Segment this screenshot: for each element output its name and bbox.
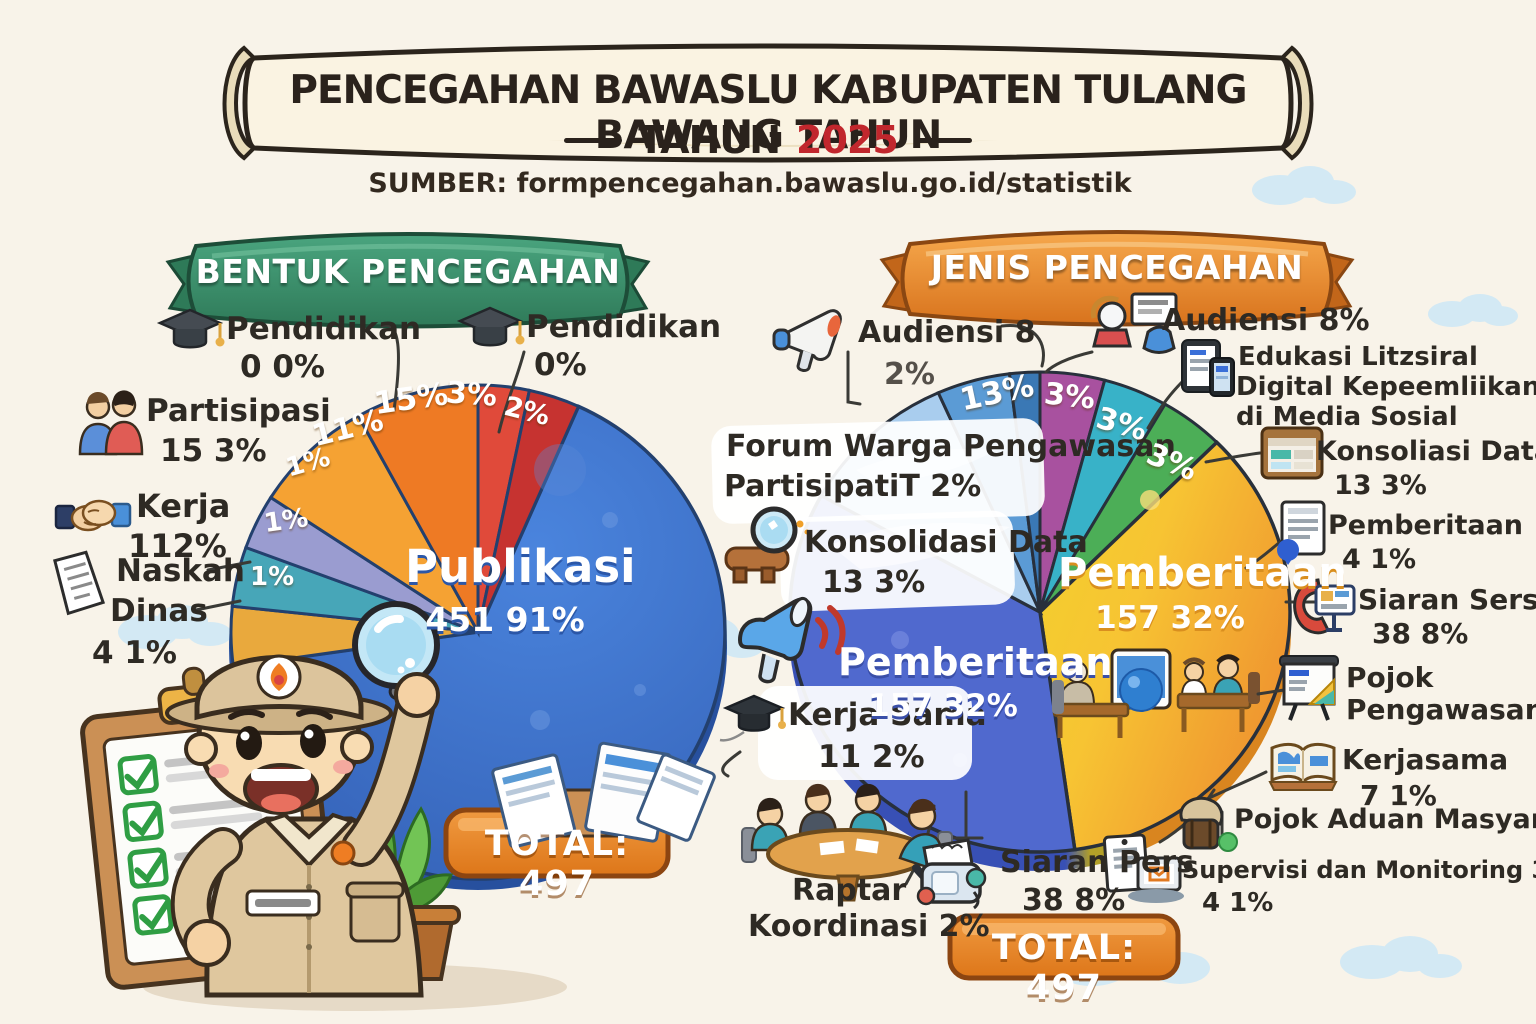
fax-printer-icon: [916, 838, 987, 910]
person-bag-icon: [1179, 796, 1238, 852]
slice-deeporange-15pct: [356, 383, 480, 638]
label-swashes: [711, 418, 1045, 780]
open-book-icon: [1268, 742, 1338, 791]
tablet-phone-icon: [1181, 339, 1235, 397]
magnifier: [352, 601, 440, 701]
papers-stack-illustration: [491, 741, 716, 849]
mascot-officer: [80, 601, 567, 1011]
meeting-table-illustration: [741, 783, 953, 902]
people-icon: [78, 390, 144, 456]
graduation-cap-icon: [156, 308, 225, 349]
left-chart-ribbon: [165, 232, 651, 329]
browser-window-icon: [1260, 426, 1324, 480]
right-total-badge: [947, 913, 1181, 981]
slice-orange-11pct: [268, 413, 480, 634]
title-banner: [222, 43, 1314, 163]
slice-darkred-2pct: [476, 388, 581, 633]
presentation-board-icon: [1279, 655, 1339, 721]
laptop-document-icon: [1102, 833, 1184, 903]
magnet-board-icon: [1293, 578, 1356, 635]
right-chart-ribbon: [879, 230, 1355, 327]
document-icon: [53, 550, 106, 616]
graduation-cap-icon: [456, 306, 525, 347]
meeting-scene-illustration: [1052, 648, 1260, 738]
magnifier-wood-icon: [724, 506, 810, 584]
slice-pemberitaan-yellow: [1038, 439, 1292, 852]
document-ribbon-icon: [1277, 500, 1326, 565]
blue-megaphone-icon: [737, 596, 846, 684]
handshake-icon: [54, 499, 132, 532]
megaphone-icon: [772, 309, 842, 372]
graduation-cap-icon: [719, 694, 786, 742]
performer-screen-icon: [1090, 292, 1178, 354]
